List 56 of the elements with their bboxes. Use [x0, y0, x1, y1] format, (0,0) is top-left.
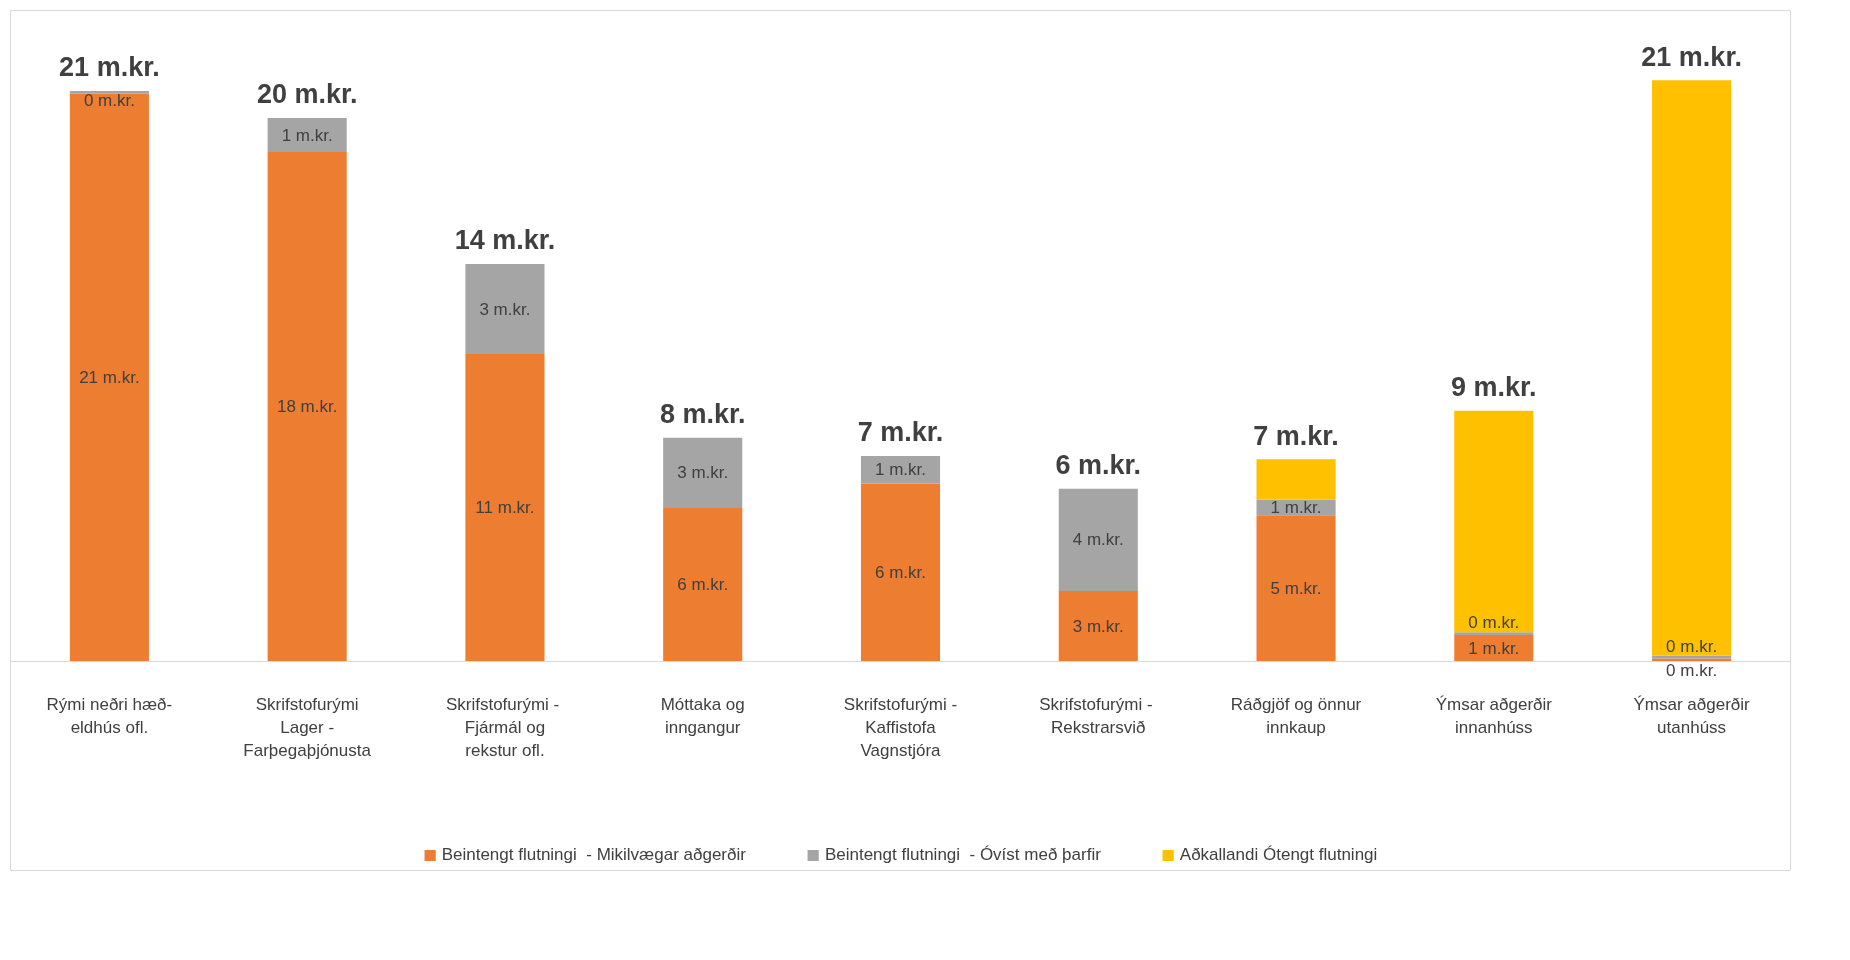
data-label: 18 m.kr. [276, 397, 338, 417]
bar [69, 91, 149, 94]
bar [267, 152, 347, 662]
bar [1058, 590, 1138, 662]
data-label: 5 m.kr. [1270, 578, 1322, 598]
data-label: 1 m.kr. [1270, 498, 1322, 518]
data-label: 3 m.kr. [479, 299, 531, 319]
bar [663, 508, 743, 662]
legend-label: Aðkallandi Ótengt flutningi [1179, 845, 1378, 865]
bar [663, 437, 743, 509]
total-label: 8 m.kr. [659, 399, 746, 429]
bar [860, 483, 941, 662]
bar [1256, 459, 1336, 500]
data-label: 3 m.kr. [1072, 616, 1124, 636]
data-label: 0 m.kr. [1468, 613, 1520, 633]
total-label: 14 m.kr. [454, 225, 556, 256]
total-label: 21 m.kr. [59, 52, 160, 83]
x-tick-label: Ýmsar aðgerðir utanhúss [1633, 695, 1751, 738]
data-label: 0 m.kr. [1666, 661, 1718, 681]
data-label: 4 m.kr. [1072, 530, 1124, 550]
bar [860, 455, 941, 484]
bar [1652, 80, 1732, 656]
data-label: 6 m.kr. [875, 562, 927, 582]
data-label: 1 m.kr. [875, 460, 927, 480]
x-tick-label: Ýmsar aðgerðir innanhúss [1435, 695, 1553, 738]
bar [69, 93, 149, 662]
total-label: 6 m.kr. [1055, 450, 1142, 481]
bar [465, 264, 545, 355]
data-label: 1 m.kr. [281, 125, 333, 145]
bar [1454, 410, 1534, 633]
total-label: 7 m.kr. [1253, 420, 1339, 451]
data-label: 0 m.kr. [83, 91, 135, 110]
bar [1454, 632, 1534, 636]
total-label: 21 m.kr. [1641, 41, 1742, 72]
bar [1256, 515, 1336, 662]
data-label: 1 m.kr. [1468, 638, 1520, 658]
legend-label: Beintengt flutningi - Óvíst með þarfir [824, 845, 1101, 865]
data-label: 11 m.kr. [475, 498, 535, 518]
data-label: 3 m.kr. [677, 463, 729, 483]
x-tick-label: Skrifstofurými - Rekstrarsvið [1039, 695, 1153, 738]
data-label: 6 m.kr. [677, 575, 729, 595]
x-tick-label: Skrifstofurými Lager - Farþegaþjónusta [243, 695, 372, 760]
x-tick-label: Móttaka og inngangur [660, 695, 745, 738]
x-tick-label: Ráðgjöf og önnur innkaup [1230, 695, 1362, 738]
data-label: 0 m.kr. [1666, 636, 1718, 656]
x-tick-label: Skrifstofurými - Kaffistofa Vagnstjóra [843, 695, 958, 760]
x-tick-label: Rými neðri hæð- eldhús ofl. [46, 695, 173, 738]
bar [465, 354, 545, 662]
total-label: 20 m.kr. [256, 79, 358, 110]
x-tick-label: Skrifstofurými - Fjármál og rekstur ofl. [445, 695, 560, 760]
bar [1058, 488, 1138, 591]
bar [267, 118, 347, 152]
total-label: 7 m.kr. [857, 417, 944, 448]
data-label: 21 m.kr. [79, 368, 140, 388]
legend-label: Beintengt flutningi - Mikilvægar aðgerðir [441, 845, 746, 865]
total-label: 9 m.kr. [1451, 371, 1537, 402]
